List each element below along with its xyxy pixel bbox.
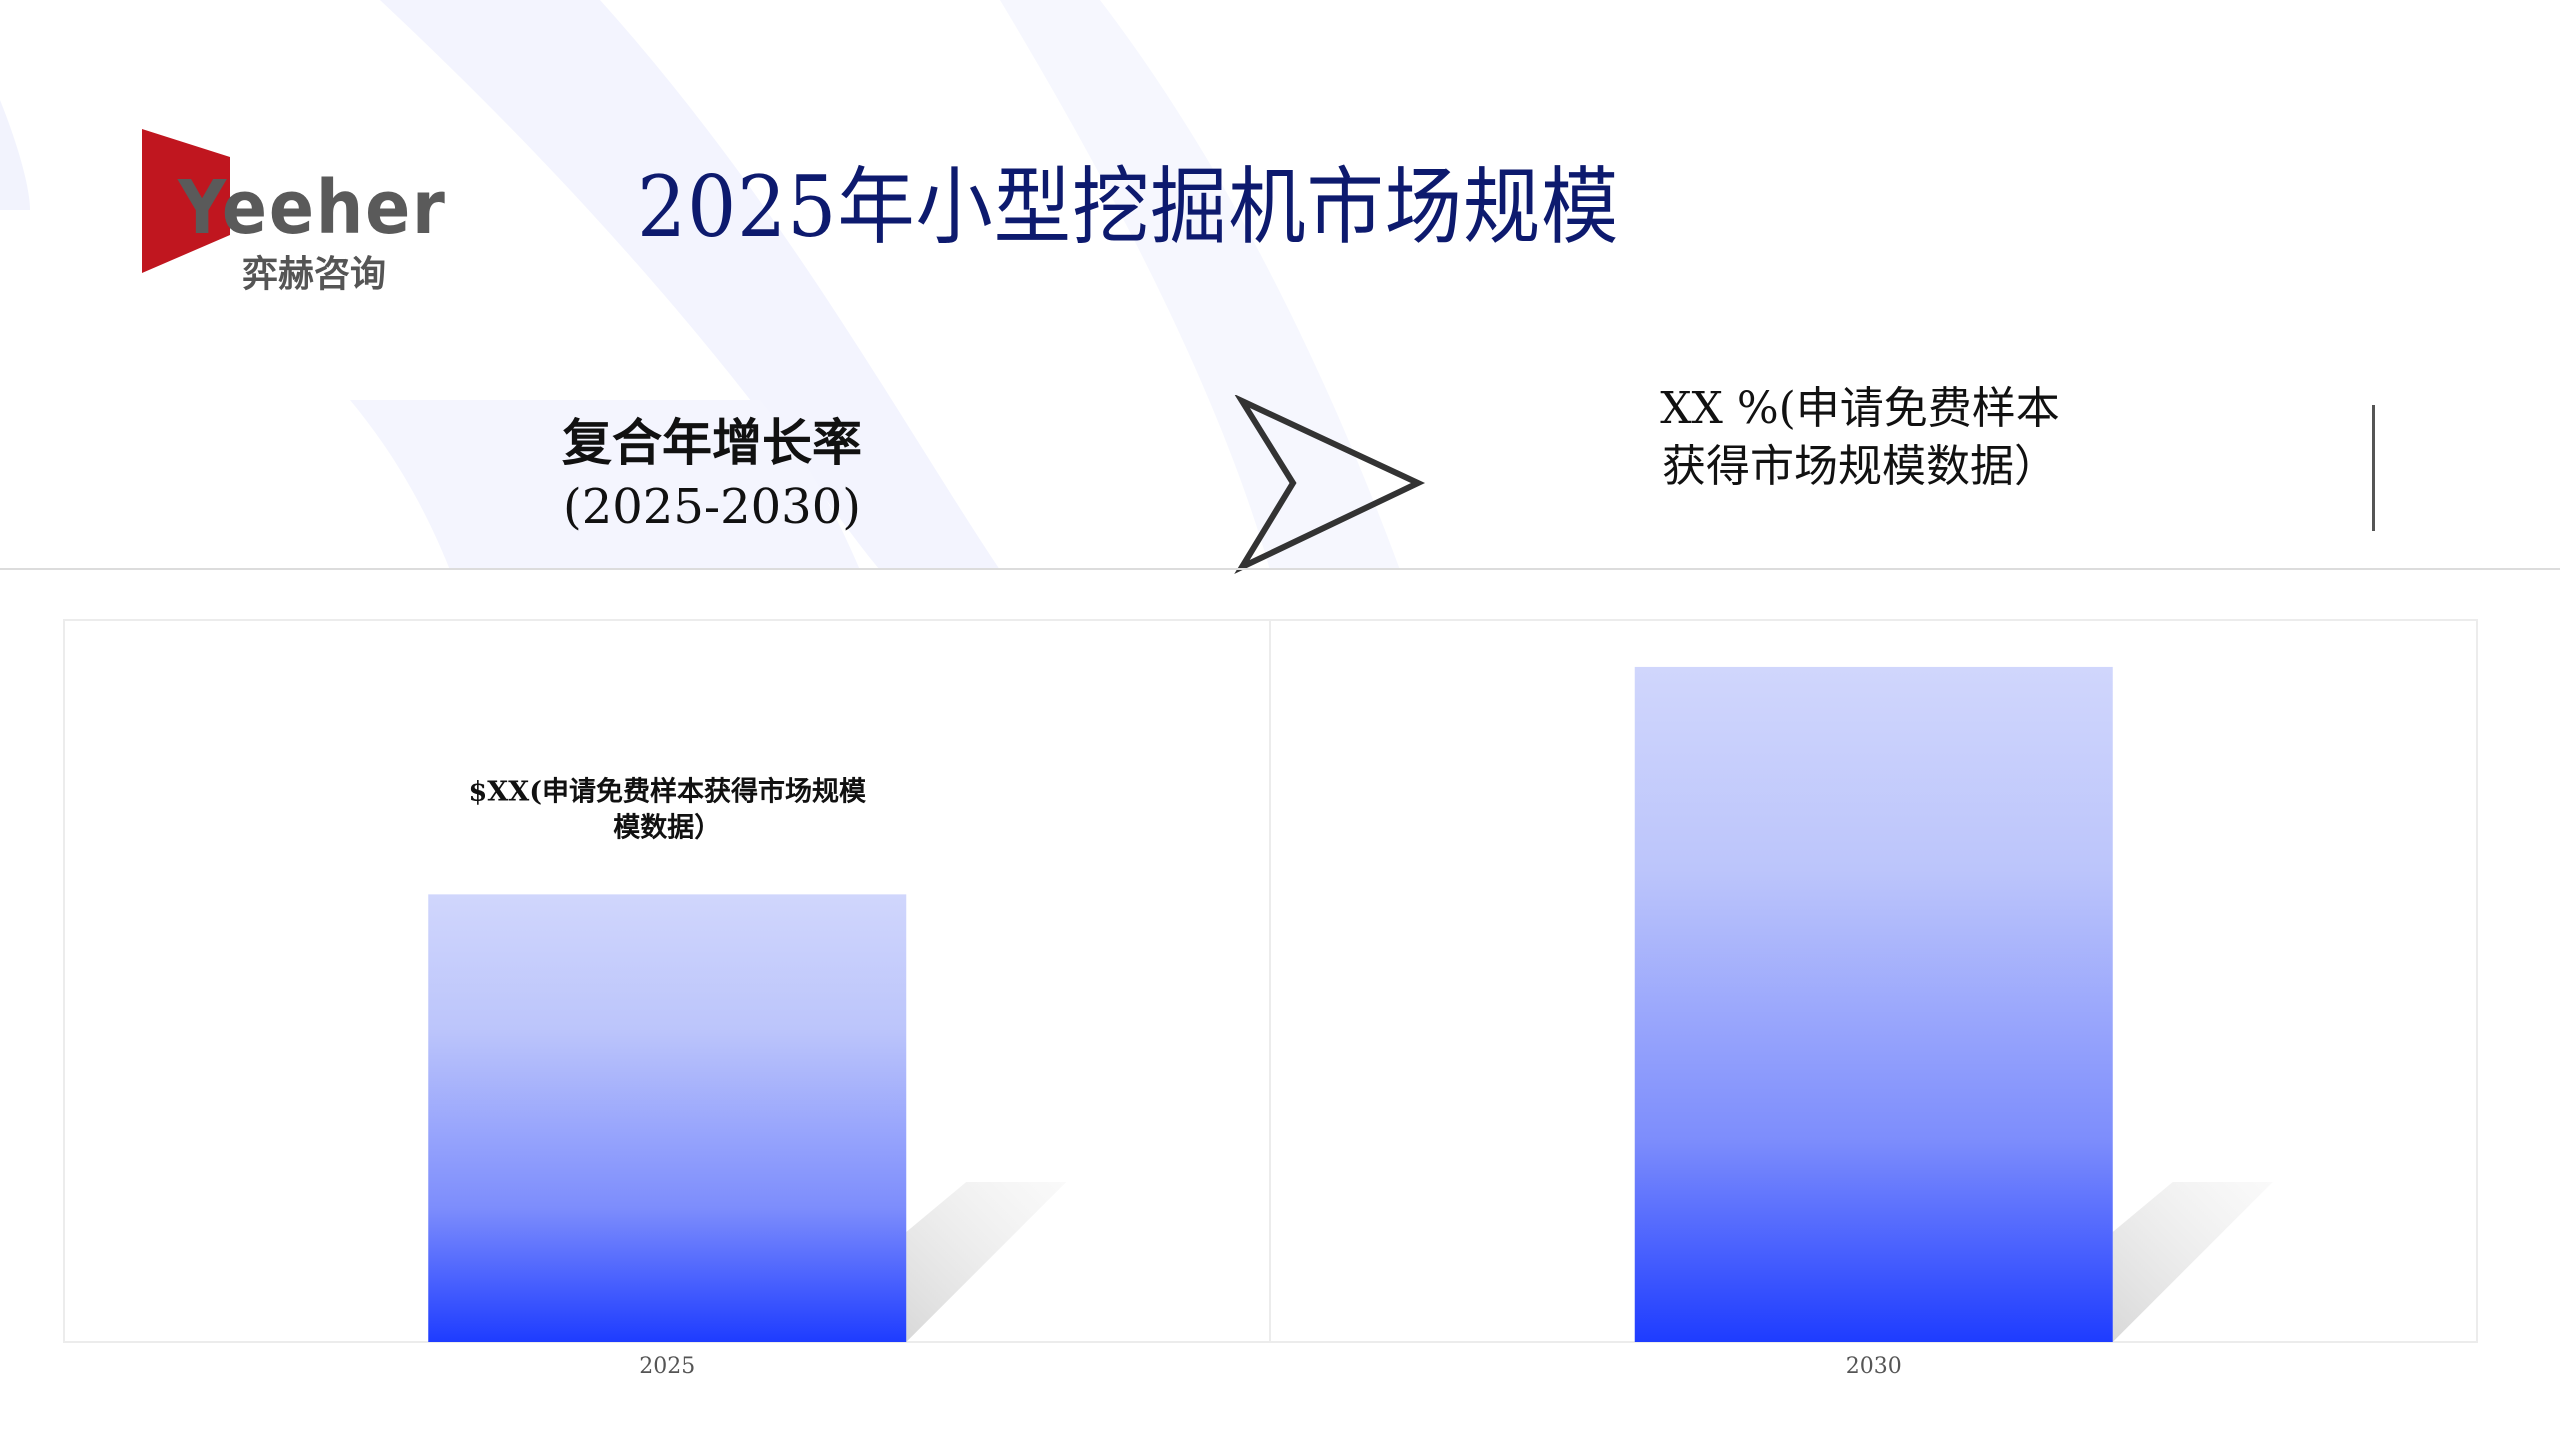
logo: Yeeher 弈赫咨询 [134, 127, 464, 295]
logo-brand: Yeeher [178, 165, 447, 251]
cagr-period: (2025-2030) [563, 479, 861, 535]
horizontal-divider [0, 568, 2560, 570]
data-label: $XX(申请免费样本获得市场规模 [469, 775, 866, 807]
logo-mark [142, 129, 230, 273]
bar-shadow [2112, 1182, 2273, 1342]
x-tick-label: 2025 [639, 1354, 695, 1379]
data-label: 模数据） [613, 812, 721, 843]
arrow-icon [1234, 395, 1426, 575]
growth-value: XX %(申请免费样本 获得市场规模数据） [1580, 380, 2140, 496]
cagr-label: 复合年增长率 [562, 413, 862, 472]
x-tick-label: 2030 [1846, 1354, 1902, 1379]
growth-value-line2: 获得市场规模数据） [1662, 441, 2058, 492]
page-title: 2025年小型挖掘机市场规模 [637, 158, 1620, 256]
bar-2030 [1634, 666, 2113, 1342]
vertical-divider [2372, 405, 2375, 531]
growth-value-line1: XX %(申请免费样本 [1660, 383, 2060, 434]
bar-shadow [906, 1182, 1067, 1342]
bar-2025 [428, 894, 907, 1342]
cagr-block: 复合年增长率 (2025-2030) [462, 412, 962, 540]
logo-subtitle: 弈赫咨询 [242, 254, 387, 295]
